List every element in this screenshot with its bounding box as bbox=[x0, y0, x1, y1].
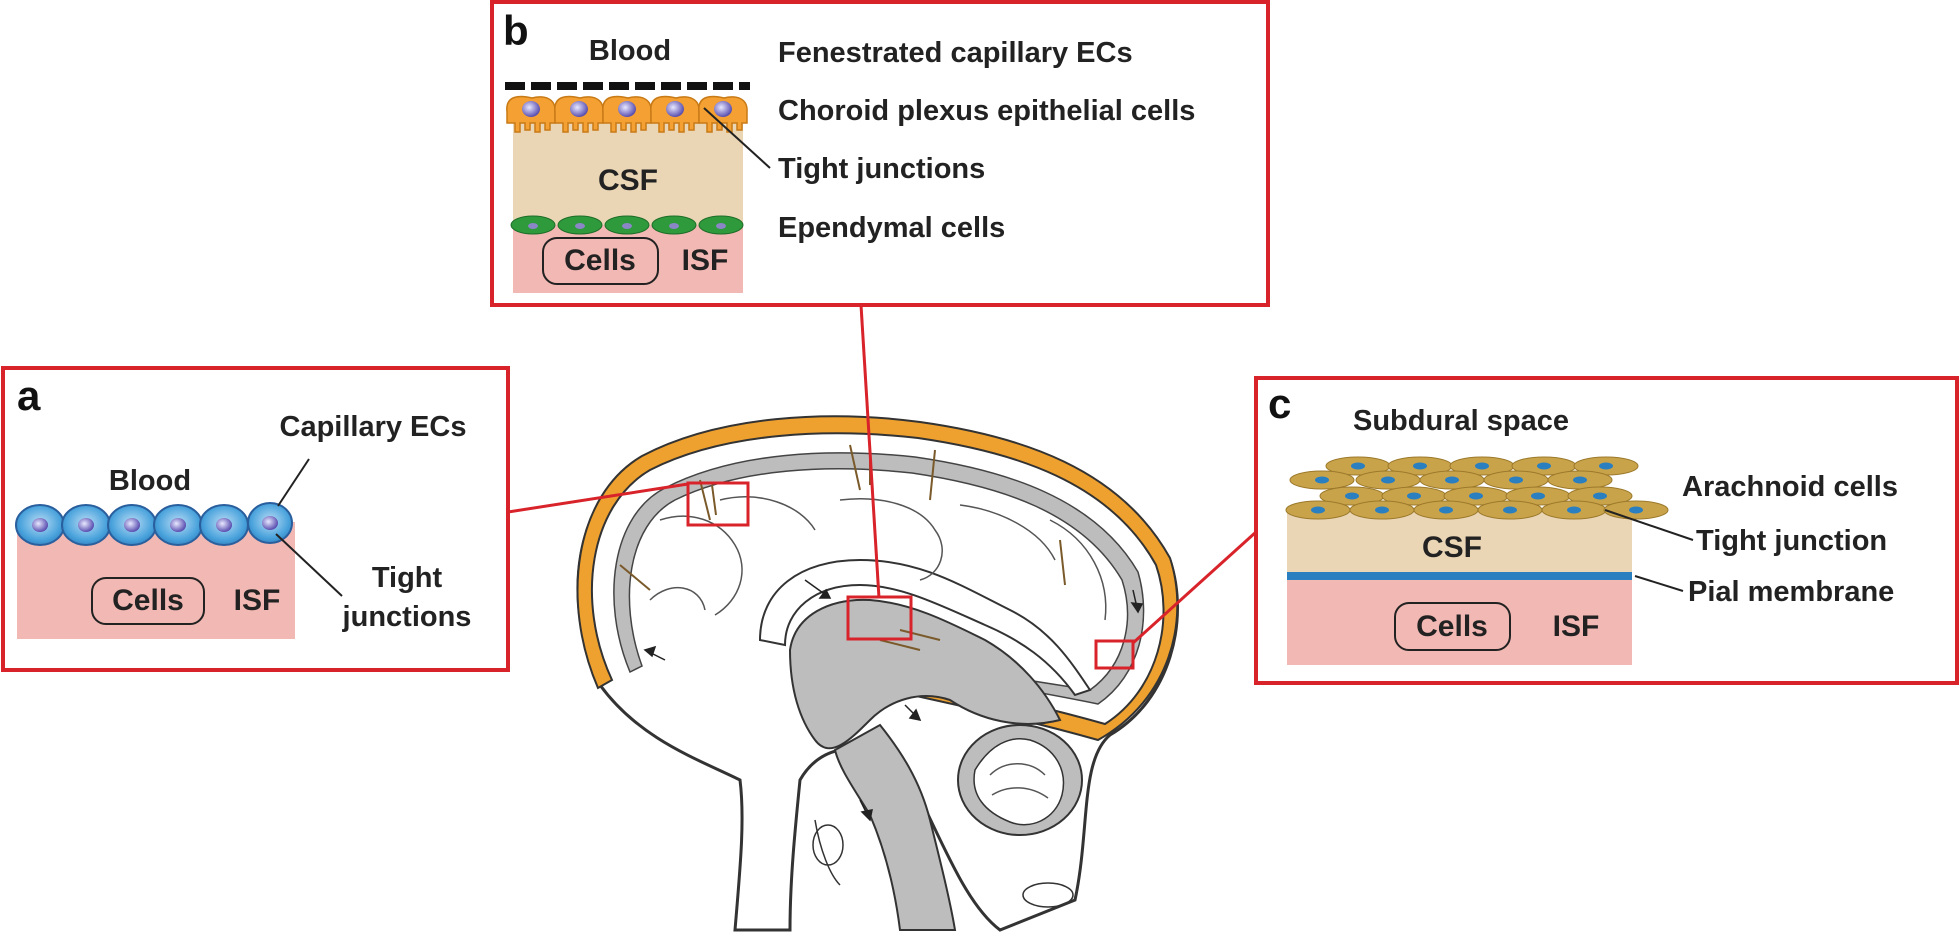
endothelial-cell bbox=[199, 504, 249, 546]
panel-c-arachnoid-label: Arachnoid cells bbox=[1682, 471, 1898, 503]
panel-a-blood-label: Blood bbox=[109, 465, 191, 497]
panel-a: a Cells ISF Blood Capillary ECs Tight ju… bbox=[1, 366, 510, 672]
panel-c-arachnoid-cells bbox=[1285, 456, 1669, 520]
panel-c-isf-label: ISF bbox=[1553, 610, 1600, 643]
panel-b-ependymal-label: Ependymal cells bbox=[778, 212, 1005, 244]
panel-a-letter: a bbox=[17, 372, 41, 419]
endothelial-cell bbox=[107, 504, 157, 546]
endothelial-cell bbox=[61, 504, 111, 546]
arachnoid-cell bbox=[1603, 500, 1669, 520]
connector-a bbox=[507, 482, 689, 514]
panel-b-cells-box bbox=[542, 237, 659, 285]
panel-b-ependymal-cells bbox=[510, 215, 744, 235]
arachnoid-cell bbox=[1511, 456, 1577, 476]
panel-c-pial-membrane bbox=[1287, 572, 1632, 580]
panel-a-isf-label: ISF bbox=[234, 584, 281, 617]
arachnoid-cell bbox=[1477, 500, 1543, 520]
choroid-cell bbox=[650, 95, 700, 133]
endothelial-cell bbox=[247, 502, 293, 544]
panel-b-blood-label: Blood bbox=[589, 35, 671, 67]
arachnoid-cell bbox=[1355, 470, 1421, 490]
arachnoid-cell bbox=[1567, 486, 1633, 506]
arachnoid-cell bbox=[1349, 500, 1415, 520]
brainstem bbox=[833, 723, 957, 931]
panel-b-tight-pointer bbox=[703, 107, 771, 169]
choroid-cell bbox=[506, 95, 556, 133]
arachnoid-cell bbox=[1419, 470, 1485, 490]
arachnoid-cell bbox=[1443, 486, 1509, 506]
region-marker-a bbox=[686, 481, 750, 527]
lower-brain-details bbox=[812, 819, 1074, 908]
panel-b-csf-label: CSF bbox=[598, 164, 658, 197]
panel-a-tight-pointer bbox=[275, 533, 343, 597]
brain-sagittal-section bbox=[576, 415, 1179, 932]
panel-a-cells-box bbox=[91, 577, 205, 625]
corpus-callosum bbox=[758, 558, 1092, 697]
arachnoid-cell bbox=[1541, 500, 1607, 520]
connector-c bbox=[1131, 530, 1258, 645]
arachnoid-cell bbox=[1289, 470, 1355, 490]
panel-b-choroid-cells bbox=[506, 95, 748, 133]
panel-a-tight-label-line1: Tight bbox=[372, 562, 443, 594]
panel-b-tight-label: Tight junctions bbox=[778, 153, 985, 185]
ependymal-cell bbox=[557, 215, 603, 235]
panel-c-pial-pointer bbox=[1634, 575, 1684, 592]
panel-b-letter: b bbox=[503, 7, 529, 54]
csf-flow-arrows bbox=[643, 579, 1144, 822]
panel-a-tight-label-line2: junctions bbox=[342, 601, 472, 633]
choroid-cell bbox=[602, 95, 652, 133]
panel-c-pial-label: Pial membrane bbox=[1688, 576, 1894, 608]
ependymal-cell bbox=[698, 215, 744, 235]
ventricle-gray bbox=[788, 598, 1062, 750]
arachnoid-cell bbox=[1319, 486, 1385, 506]
panel-b-fenestrated-label: Fenestrated capillary ECs bbox=[778, 37, 1133, 69]
ependymal-cell bbox=[510, 215, 556, 235]
panel-b-cells-label: Cells bbox=[564, 244, 636, 277]
panel-c-subdural-label: Subdural space bbox=[1353, 405, 1569, 437]
panel-c-tight-label: Tight junction bbox=[1696, 525, 1887, 557]
panel-a-capillary-label: Capillary ECs bbox=[280, 411, 467, 443]
connector-lines bbox=[507, 304, 1258, 645]
panel-a-tissue bbox=[17, 522, 295, 639]
endothelial-cell bbox=[15, 504, 65, 546]
endothelial-cell bbox=[153, 504, 203, 546]
arachnoid-cell bbox=[1381, 486, 1447, 506]
panel-a-cells-label: Cells bbox=[112, 584, 184, 617]
panel-c-csf-label: CSF bbox=[1422, 531, 1482, 564]
arachnoid-cell bbox=[1483, 470, 1549, 490]
panel-b: b Blood CSF Cells ISF Fenestrated capill… bbox=[490, 0, 1270, 307]
panel-a-endothelial-cells bbox=[15, 502, 293, 546]
panel-c-cells-label: Cells bbox=[1416, 610, 1488, 643]
panel-a-capillary-pointer bbox=[277, 458, 310, 507]
panel-b-tissue-layer bbox=[513, 225, 743, 293]
arachnoid-cell bbox=[1547, 470, 1613, 490]
cerebellum bbox=[957, 724, 1083, 836]
arachnoid-cell bbox=[1413, 500, 1479, 520]
ependymal-cell bbox=[651, 215, 697, 235]
ependymal-cell bbox=[604, 215, 650, 235]
arachnoid-cell bbox=[1285, 500, 1351, 520]
connector-b bbox=[859, 304, 881, 599]
choroid-cell bbox=[698, 95, 748, 133]
panel-c-cells-box bbox=[1394, 602, 1511, 651]
panel-c: c Subdural space bbox=[1254, 376, 1959, 685]
region-marker-c bbox=[1094, 639, 1135, 670]
arachnoid-cell bbox=[1387, 456, 1453, 476]
panel-c-tight-pointer bbox=[1604, 509, 1694, 541]
panel-c-csf-layer bbox=[1287, 510, 1632, 575]
panel-b-choroid-label: Choroid plexus epithelial cells bbox=[778, 95, 1195, 127]
panel-c-letter: c bbox=[1268, 380, 1291, 427]
panel-b-csf-layer bbox=[513, 120, 743, 225]
panel-b-isf-label: ISF bbox=[682, 244, 729, 277]
